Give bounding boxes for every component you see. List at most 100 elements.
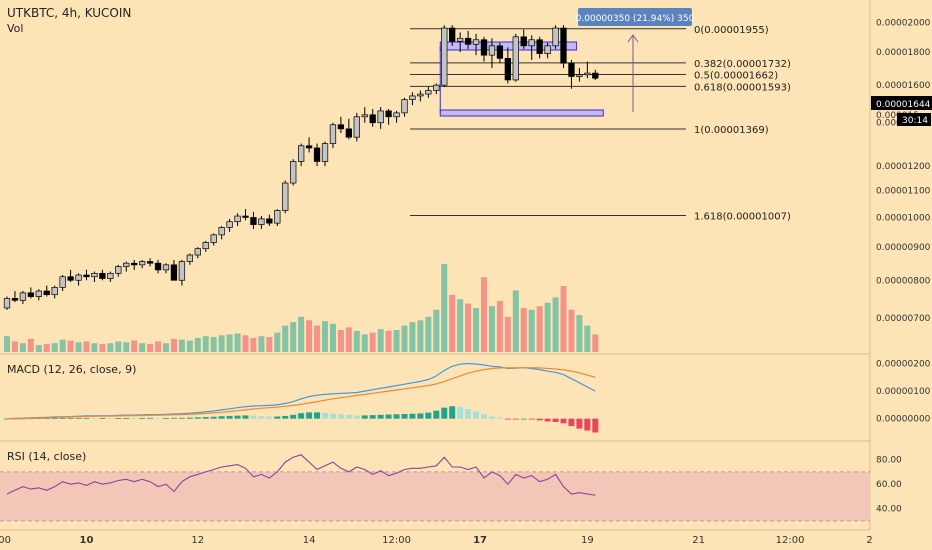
candle-up xyxy=(393,112,400,118)
volume-bar xyxy=(496,300,503,352)
candle-up xyxy=(59,276,66,288)
candle-down xyxy=(504,57,511,81)
macd-histogram-bar xyxy=(361,415,368,419)
macd-histogram-bar xyxy=(544,418,551,422)
macd-histogram-bar xyxy=(496,417,503,419)
volume-bar xyxy=(4,336,10,352)
volume-bar xyxy=(258,336,265,352)
volume-bar xyxy=(139,343,146,352)
volume-bar xyxy=(337,330,344,352)
volume-label[interactable]: Vol xyxy=(7,22,23,35)
price-tick-label: 0.00001800 xyxy=(876,48,931,58)
macd-histogram-bar xyxy=(409,413,416,419)
volume-bar xyxy=(592,334,599,352)
macd-histogram-bar xyxy=(417,413,424,419)
time-tick-label: 10 xyxy=(80,535,94,546)
macd-histogram-bar xyxy=(43,418,50,419)
macd-histogram-bar xyxy=(322,412,328,419)
candle-up xyxy=(162,264,170,271)
volume-bars xyxy=(4,264,599,352)
volume-bar xyxy=(441,264,448,352)
macd-histogram-bar xyxy=(202,417,209,419)
macd-label[interactable]: MACD (12, 26, close, 9) xyxy=(7,363,136,376)
macd-histogram-bar xyxy=(282,415,289,419)
macd-histogram-bar xyxy=(449,406,456,419)
macd-histogram-bar xyxy=(377,414,384,419)
candle-up xyxy=(417,93,424,97)
volume-bar xyxy=(202,336,209,352)
price-tick-label: 0.00001200 xyxy=(876,162,931,172)
volume-bar xyxy=(568,309,575,352)
volume-bar xyxy=(353,330,360,352)
candle-down xyxy=(560,27,567,64)
fibonacci-levels[interactable]: 0(0.00001955) 0.382(0.00001732)0.5(0.0000… xyxy=(410,25,791,223)
candle-up xyxy=(282,182,289,211)
macd-histogram-bar xyxy=(99,418,106,419)
macd-histogram-bar xyxy=(592,418,599,433)
time-tick-label: 21 xyxy=(692,535,705,546)
macd-histogram-bar xyxy=(584,418,591,431)
macd-histogram-bar xyxy=(250,415,257,419)
volume-bar xyxy=(147,344,154,352)
volume-bar xyxy=(19,343,26,352)
volume-bar xyxy=(67,340,74,352)
macd-histogram-bar xyxy=(83,418,90,419)
candle-up xyxy=(115,266,122,274)
candle-up xyxy=(202,242,209,250)
candle-up xyxy=(321,143,329,162)
macd-histogram-bar xyxy=(226,415,233,419)
macd-histogram-bar xyxy=(210,416,217,419)
macd-tick-label: 0.00000000 xyxy=(876,415,931,425)
macd-histogram-bar xyxy=(425,412,432,419)
volume-bar xyxy=(210,337,217,352)
candle-down xyxy=(520,36,527,47)
candle-up xyxy=(409,95,416,100)
candle-up xyxy=(298,145,305,162)
candle-up xyxy=(178,261,186,281)
macd-histogram-bar xyxy=(560,418,567,424)
candle-up xyxy=(401,99,408,114)
candle-down xyxy=(131,262,138,266)
candle-down xyxy=(146,261,154,264)
rsi-label[interactable]: RSI (14, close) xyxy=(7,450,86,463)
candle-down xyxy=(464,37,472,45)
countdown-value: 30:14 xyxy=(902,116,928,126)
candle-down xyxy=(305,145,313,149)
rsi-tick-label: 60.00 xyxy=(876,480,902,490)
volume-bar xyxy=(91,343,98,352)
candle-down xyxy=(43,290,50,296)
candle-up xyxy=(3,298,11,309)
rsi-line xyxy=(6,454,596,496)
macd-histogram-bar xyxy=(194,417,201,419)
volume-bar xyxy=(115,341,122,352)
macd-histogram-bar xyxy=(568,418,575,427)
macd-histogram-bar xyxy=(139,418,146,419)
volume-bar xyxy=(27,338,34,352)
volume-bar xyxy=(361,334,368,352)
volume-bar xyxy=(35,344,42,352)
macd-histogram-bar xyxy=(290,414,297,419)
rsi-tick-label: 80.00 xyxy=(876,456,902,466)
volume-bar xyxy=(465,303,472,352)
candle-down xyxy=(83,274,90,278)
candle-down xyxy=(27,292,34,297)
macd-histogram-bar xyxy=(91,418,98,420)
macd-histogram-bar xyxy=(107,418,114,420)
symbol-title[interactable]: UTKBTC, 4h, KUCOIN xyxy=(7,6,131,20)
support-zone-box[interactable] xyxy=(439,109,604,117)
volume-bar xyxy=(155,341,162,352)
volume-bar xyxy=(274,332,281,352)
candle-up xyxy=(425,90,432,95)
price-tick-label: 0.00001100 xyxy=(876,187,931,197)
volume-bar xyxy=(51,343,58,352)
measure-label-box[interactable] xyxy=(578,8,692,26)
volume-bar xyxy=(481,277,487,352)
macd-tick-label: 0.00000200 xyxy=(876,360,931,370)
current-price-tag[interactable] xyxy=(871,96,932,110)
macd-histogram-bar xyxy=(155,418,162,419)
volume-bar xyxy=(242,335,249,352)
macd-histogram-bar xyxy=(528,418,535,420)
candle-up xyxy=(552,27,559,47)
time-tick-label: 19 xyxy=(581,535,594,546)
